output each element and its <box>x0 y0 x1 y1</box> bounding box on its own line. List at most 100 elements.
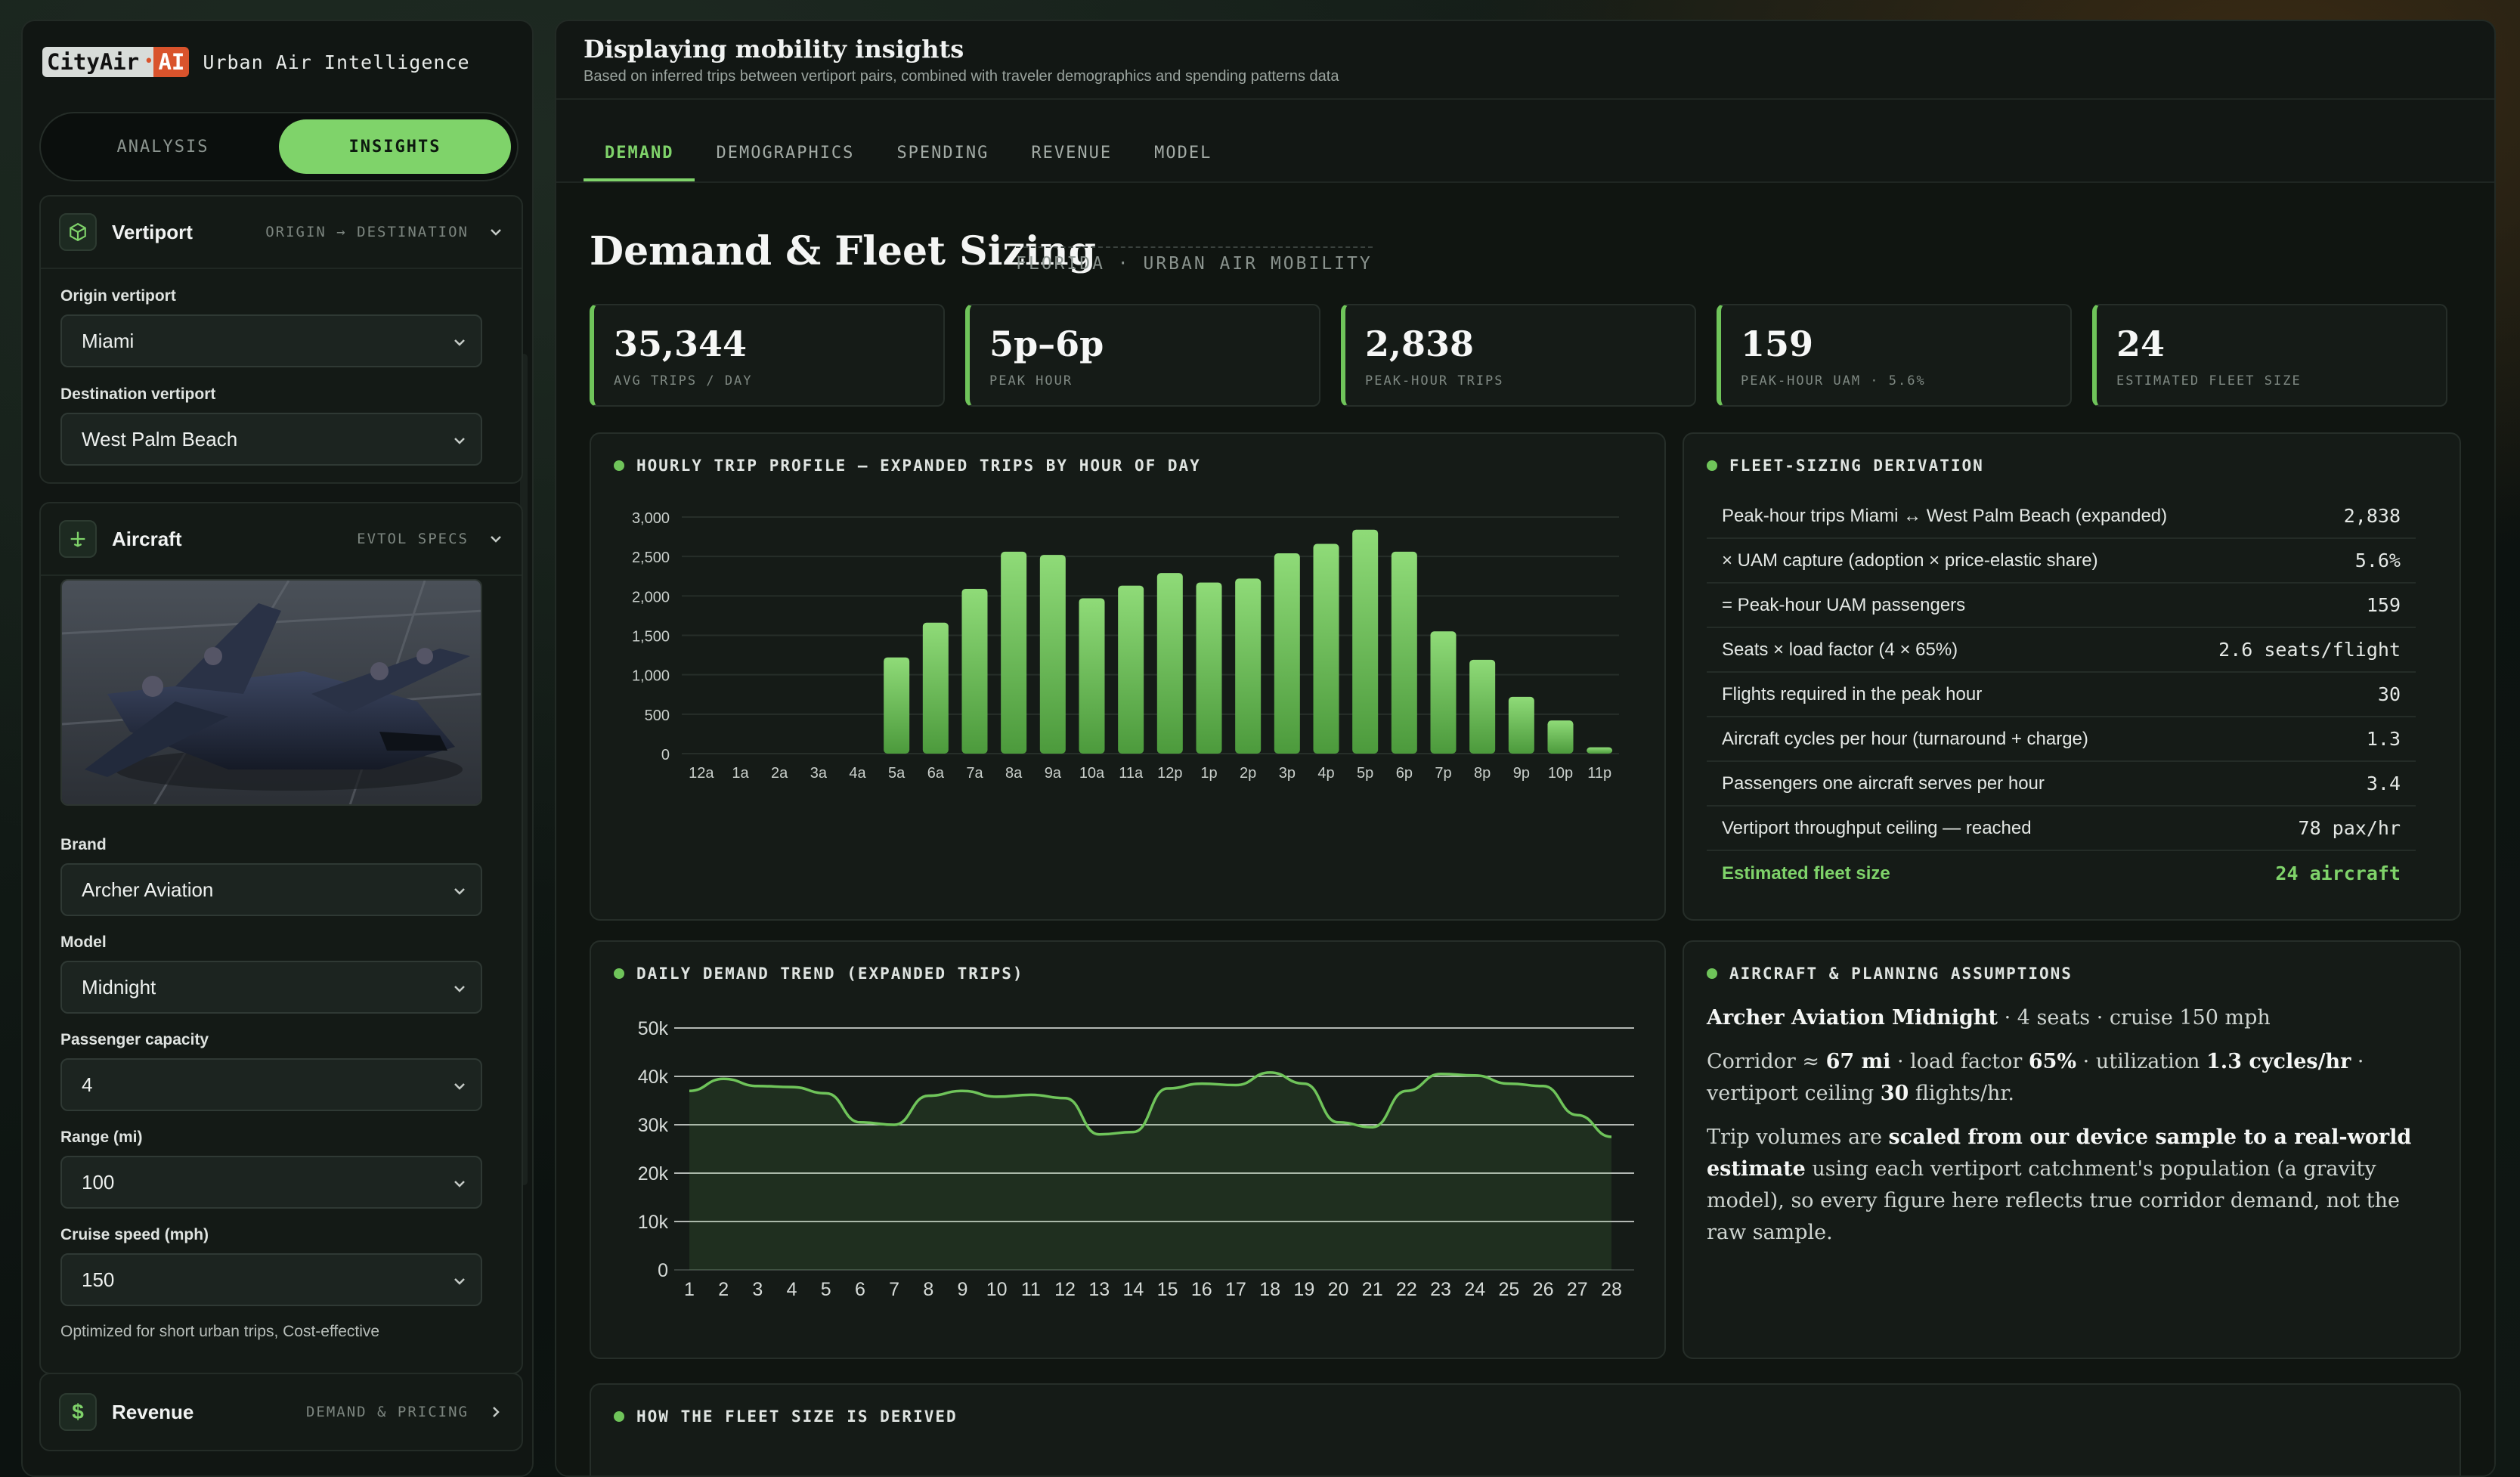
bar <box>1001 551 1027 754</box>
tab-revenue[interactable]: REVENUE <box>1031 143 1113 163</box>
bar <box>961 588 988 754</box>
insights-tab[interactable]: INSIGHTS <box>279 119 511 174</box>
speed-label: Cruise speed (mph) <box>60 1226 209 1243</box>
revenue-tag: DEMAND & PRICING <box>305 1404 469 1420</box>
vertiport-card-header[interactable]: Vertiport ORIGIN → DESTINATION <box>41 197 522 269</box>
aircraft-card-header[interactable]: Aircraft EVTOL SPECS <box>41 503 522 576</box>
bar <box>1313 543 1339 754</box>
y-tick-label: 10k <box>638 1212 669 1233</box>
daily-chart-panel: DAILY DEMAND TREND (EXPANDED TRIPS) 0 10k… <box>590 940 1666 1359</box>
status-dot <box>1707 968 1717 979</box>
x-tick-label: 9p <box>1513 765 1530 782</box>
bar <box>1196 582 1222 754</box>
fleet-row-label: Estimated fleet size <box>1722 862 1890 884</box>
series-line <box>689 1071 1612 1138</box>
y-tick-label: 1,000 <box>632 668 670 685</box>
fleet-row: Peak-hour trips Miami ↔ West Palm Beach … <box>1707 494 2416 539</box>
hourly-chart-panel: HOURLY TRIP PROFILE — EXPANDED TRIPS BY … <box>590 432 1666 921</box>
analysis-tab[interactable]: ANALYSIS <box>116 137 209 156</box>
y-tick-label: 30k <box>638 1115 669 1136</box>
x-tick-label: 6 <box>855 1279 865 1300</box>
model-select[interactable]: Midnight <box>60 961 482 1014</box>
panel-subtitle: Based on inferred trips between vertipor… <box>584 68 1339 85</box>
x-tick-label: 7p <box>1435 765 1451 782</box>
bar <box>1469 659 1496 754</box>
destination-label: Destination vertiport <box>60 386 216 403</box>
vertiport-tag: ORIGIN → DESTINATION <box>265 224 469 240</box>
chevron-down-icon <box>454 986 465 992</box>
sidebar-scrollbar[interactable] <box>520 354 528 1185</box>
fleet-row-value: 3.4 <box>2366 773 2401 794</box>
x-tick-label: 1p <box>1200 765 1217 782</box>
aircraft-tag: EVTOL SPECS <box>357 531 469 547</box>
bar <box>1039 555 1066 754</box>
chevron-down-icon <box>454 438 465 444</box>
x-tick-label: 20 <box>1328 1279 1349 1300</box>
range-label: Range (mi) <box>60 1129 143 1146</box>
x-tick-label: 18 <box>1259 1279 1280 1300</box>
y-tick-label: 500 <box>645 708 670 724</box>
chevron-down-icon[interactable] <box>488 224 503 240</box>
status-dot <box>614 1411 624 1422</box>
model-label: Model <box>60 934 107 951</box>
brand-select[interactable]: Archer Aviation <box>60 863 482 916</box>
x-tick-label: 8 <box>923 1279 933 1300</box>
destination-select[interactable]: West Palm Beach <box>60 413 482 466</box>
chevron-down-icon <box>454 339 465 346</box>
x-tick-label: 14 <box>1123 1279 1144 1300</box>
status-dot <box>614 460 624 471</box>
tab-demand[interactable]: DEMAND <box>584 127 695 181</box>
y-tick-label: 40k <box>638 1067 669 1088</box>
kpi-peak-hour-uam: 159 PEAK-HOUR UAM · 5.6% <box>1717 304 2072 407</box>
dollar-icon: $ <box>59 1393 97 1431</box>
x-tick-label: 9a <box>1045 765 1062 782</box>
chevron-right-icon[interactable] <box>488 1404 503 1420</box>
y-tick-label: 0 <box>658 1260 668 1281</box>
vertiport-title: Vertiport <box>112 220 193 243</box>
fleet-row: Aircraft cycles per hour (turnaround + c… <box>1707 717 2416 762</box>
fleet-row-value: 2,838 <box>2343 505 2401 527</box>
bar <box>1391 551 1417 754</box>
x-tick-label: 6a <box>927 765 945 782</box>
speed-select[interactable]: 150 <box>60 1253 482 1306</box>
fleet-row: = Peak-hour UAM passengers 159 <box>1707 584 2416 628</box>
insights-panel: Displaying mobility insights Based on in… <box>555 20 2496 1477</box>
tab-demographics[interactable]: DEMOGRAPHICS <box>716 143 855 163</box>
range-select[interactable]: 100 <box>60 1156 482 1209</box>
insight-tabs: DEMAND DEMOGRAPHICS SPENDING REVENUE MOD… <box>584 127 1233 181</box>
capacity-select[interactable]: 4 <box>60 1058 482 1111</box>
x-tick-label: 28 <box>1601 1279 1622 1300</box>
panel-header: Displaying mobility insights Based on in… <box>556 21 2494 100</box>
fleet-row-value: 159 <box>2366 594 2401 616</box>
fleet-derivation-panel: HOW THE FLEET SIZE IS DERIVED <box>590 1383 2461 1475</box>
x-tick-label: 7a <box>966 765 983 782</box>
aircraft-hint: Optimized for short urban trips, Cost-ef… <box>60 1323 380 1340</box>
x-tick-label: 3a <box>810 765 828 782</box>
fleet-row-label: Passengers one aircraft serves per hour <box>1722 773 2045 794</box>
revenue-card-header[interactable]: $ Revenue DEMAND & PRICING <box>41 1374 522 1450</box>
fleet-row-label: × UAM capture (adoption × price-elastic … <box>1722 550 2098 571</box>
x-tick-label: 22 <box>1396 1279 1417 1300</box>
chevron-down-icon <box>454 1083 465 1090</box>
x-tick-label: 12p <box>1157 765 1182 782</box>
brand: CityAir • AI Urban Air Intelligence <box>42 45 470 79</box>
chevron-down-icon <box>454 1181 465 1187</box>
derivation-title: HOW THE FLEET SIZE IS DERIVED <box>614 1407 958 1426</box>
hourly-chart-title: HOURLY TRIP PROFILE — EXPANDED TRIPS BY … <box>614 457 1201 475</box>
x-tick-label: 11 <box>1021 1279 1041 1300</box>
aircraft-icon <box>59 520 97 558</box>
x-tick-label: 2a <box>771 765 788 782</box>
origin-select[interactable]: Miami <box>60 314 482 367</box>
x-tick-label: 13 <box>1088 1279 1110 1300</box>
brand-subtitle: Urban Air Intelligence <box>203 51 470 73</box>
x-tick-label: 27 <box>1567 1279 1588 1300</box>
chevron-down-icon[interactable] <box>488 531 503 547</box>
fleet-row: Seats × load factor (4 × 65%) 2.6 seats/f… <box>1707 628 2416 673</box>
x-tick-label: 26 <box>1533 1279 1554 1300</box>
tab-spending[interactable]: SPENDING <box>896 143 989 163</box>
x-tick-label: 10a <box>1079 765 1105 782</box>
x-tick-label: 2p <box>1240 765 1256 782</box>
assumption-aircraft: Archer Aviation Midnight · 4 seats · cru… <box>1707 1006 2271 1030</box>
tab-model[interactable]: MODEL <box>1154 143 1212 163</box>
